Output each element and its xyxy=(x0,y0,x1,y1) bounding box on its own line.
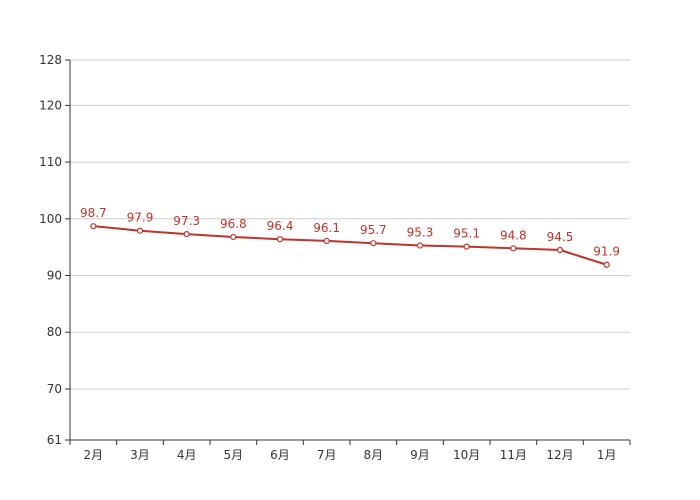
data-point[interactable] xyxy=(323,237,330,245)
y-tick-label: 80 xyxy=(47,325,62,339)
data-point[interactable] xyxy=(510,245,517,252)
x-tick-label: 9月 xyxy=(410,448,430,462)
data-point[interactable] xyxy=(603,261,610,268)
x-tick-label: 7月 xyxy=(317,448,337,462)
data-label-layer: 98.7 97.9 97.3 96.8 96.4 96.1 95.7 95.3 95.1 94.8… xyxy=(80,206,620,259)
data-label: 96.4 xyxy=(267,219,294,233)
data-label: 95.1 xyxy=(453,227,480,241)
data-point[interactable] xyxy=(556,246,564,254)
data-label: 97.3 xyxy=(173,214,200,228)
y-tick-label: 110 xyxy=(39,155,62,169)
data-point[interactable] xyxy=(463,243,470,250)
x-tick-label: 11月 xyxy=(500,448,527,462)
data-label: 91.9 xyxy=(593,245,620,259)
y-tick-label: 100 xyxy=(39,212,62,226)
x-tick-label: 8月 xyxy=(364,448,384,462)
y-tick-label: 70 xyxy=(47,382,62,396)
series-layer xyxy=(90,223,610,268)
y-tick-label: 120 xyxy=(39,98,62,112)
x-tick-label: 2月 xyxy=(84,448,104,462)
data-label: 96.8 xyxy=(220,217,247,231)
data-point[interactable] xyxy=(183,231,190,238)
data-point[interactable] xyxy=(276,236,284,243)
x-tick-label: 3月 xyxy=(130,448,150,462)
data-label: 98.7 xyxy=(80,206,107,220)
data-label: 94.8 xyxy=(500,228,527,242)
data-point[interactable] xyxy=(136,227,144,234)
y-tick-label: 61 xyxy=(47,433,62,447)
data-point[interactable] xyxy=(90,223,97,230)
axis-layer: 61 70 80 90 100 110 120 128 2月 3月 4月 5月 6月 7月 8月 9月 10月 1… xyxy=(39,53,631,462)
data-point[interactable] xyxy=(416,242,424,249)
data-point[interactable] xyxy=(230,233,237,241)
data-label: 96.1 xyxy=(313,221,340,235)
series-line xyxy=(93,225,607,266)
x-tick-label: 1月 xyxy=(597,448,617,462)
x-tick-label: 12月 xyxy=(546,448,573,462)
x-tick-label: 10月 xyxy=(453,448,480,462)
data-label: 95.7 xyxy=(360,223,387,237)
x-tick-label: 5月 xyxy=(224,448,244,462)
grid-layer xyxy=(70,59,630,441)
x-tick-label: 6月 xyxy=(270,448,290,462)
data-point[interactable] xyxy=(370,240,377,247)
y-tick-label: 128 xyxy=(39,53,62,67)
data-label: 94.5 xyxy=(547,230,574,244)
data-label: 95.3 xyxy=(407,225,434,239)
x-tick-label: 4月 xyxy=(177,448,197,462)
y-tick-label: 90 xyxy=(47,269,62,283)
data-label: 97.9 xyxy=(127,211,154,225)
